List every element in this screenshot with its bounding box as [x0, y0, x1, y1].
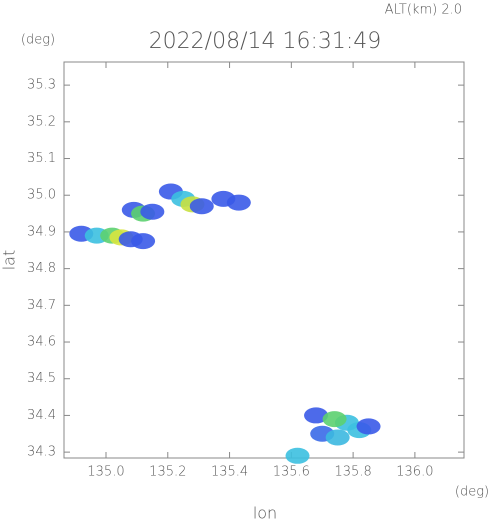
y-axis-label: lat: [0, 250, 19, 271]
y-tick-label: 35.1: [27, 151, 56, 166]
echo-cell: [304, 407, 329, 424]
plot-frame: [63, 61, 465, 459]
y-tick-label: 34.3: [27, 445, 56, 460]
echo-cell: [226, 194, 251, 211]
echo-cell: [131, 233, 156, 250]
y-tick-label: 34.6: [27, 335, 56, 350]
echo-cell: [189, 198, 214, 215]
echo-cell: [140, 203, 165, 220]
x-unit: (deg): [455, 485, 489, 500]
y-tick-label: 35.2: [27, 114, 56, 129]
echo-cell: [285, 447, 310, 464]
x-tick-label: 135.8: [335, 465, 372, 480]
echo-cell: [322, 411, 347, 428]
y-tick-label: 34.7: [27, 298, 56, 313]
chart-title: 2022/08/14 16:31:49: [149, 29, 382, 54]
x-tick-label: 136.0: [396, 465, 433, 480]
x-tick-label: 135.6: [273, 465, 310, 480]
y-tick-label: 35.3: [27, 78, 56, 93]
y-tick-label: 34.5: [27, 371, 56, 386]
echo-cell: [356, 418, 381, 435]
x-tick-label: 135.2: [149, 465, 186, 480]
y-tick-label: 34.9: [27, 224, 56, 239]
subtitle: ALT(km) 2.0: [385, 3, 462, 18]
x-axis-label: lon: [253, 504, 277, 521]
x-tick-label: 135.0: [87, 465, 124, 480]
y-tick-label: 35.0: [27, 188, 56, 203]
y-unit: (deg): [21, 33, 55, 48]
y-tick-label: 34.8: [27, 261, 56, 276]
y-tick-label: 34.4: [27, 408, 56, 423]
echo-cell: [325, 429, 350, 446]
x-tick-label: 135.4: [211, 465, 248, 480]
